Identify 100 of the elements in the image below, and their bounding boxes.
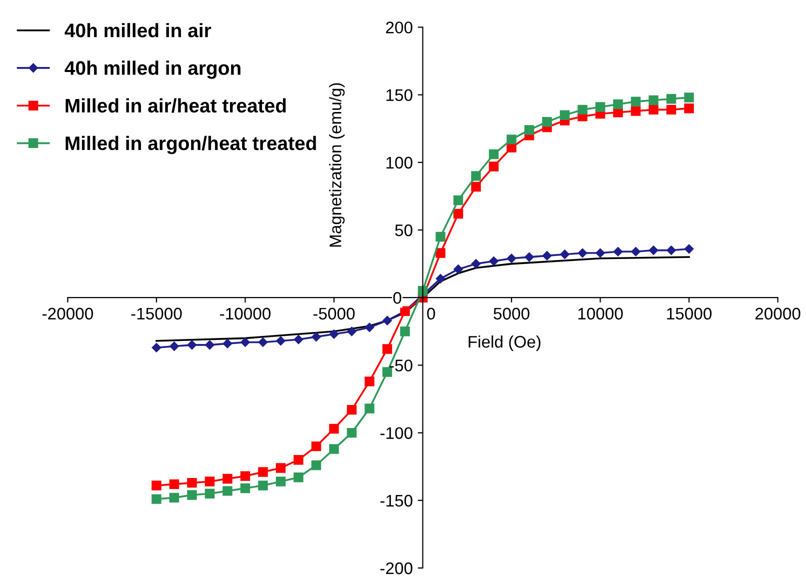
- point: [542, 251, 552, 260]
- x-tick-label: -20000: [42, 308, 94, 320]
- point: [453, 208, 464, 219]
- point: [204, 488, 215, 498]
- point: [276, 336, 286, 346]
- y-tick-label: 150: [386, 89, 412, 102]
- point: [240, 483, 250, 494]
- x-axis-title: Field (Oe): [468, 335, 540, 351]
- point: [560, 250, 570, 259]
- y-tick-label: -150: [380, 494, 412, 507]
- point: [684, 244, 694, 254]
- y-tick-label: -100: [380, 427, 412, 440]
- y-tick-label: 0: [393, 292, 402, 304]
- point: [187, 340, 197, 350]
- point: [578, 104, 588, 115]
- point: [294, 334, 304, 344]
- point: [329, 444, 339, 454]
- x-tick-label: -15000: [131, 308, 182, 320]
- point: [595, 102, 606, 112]
- point: [471, 182, 481, 192]
- point: [152, 494, 162, 504]
- point: [294, 472, 304, 482]
- point: [648, 104, 658, 115]
- point: [311, 460, 322, 470]
- point: [506, 134, 516, 144]
- x-tick-label: -10000: [220, 308, 271, 320]
- point: [170, 342, 179, 351]
- point: [578, 248, 588, 258]
- point: [489, 256, 498, 266]
- point: [346, 428, 357, 438]
- point: [684, 103, 694, 114]
- point: [596, 248, 605, 258]
- point: [488, 149, 499, 160]
- x-tick-label: 10000: [578, 308, 623, 320]
- point: [205, 340, 214, 350]
- point: [666, 94, 676, 104]
- y-tick-label: -200: [380, 562, 412, 574]
- point: [222, 486, 232, 496]
- point: [329, 329, 339, 339]
- point: [666, 104, 676, 115]
- point: [382, 316, 392, 326]
- point: [648, 246, 658, 255]
- point: [258, 480, 268, 490]
- point: [684, 92, 694, 102]
- point: [488, 162, 499, 172]
- point: [524, 125, 534, 135]
- point: [436, 232, 446, 242]
- point: [648, 95, 658, 106]
- point: [364, 376, 374, 386]
- point: [454, 264, 463, 274]
- point: [187, 478, 197, 488]
- x-tick-label: 0: [427, 308, 436, 320]
- point: [329, 424, 339, 434]
- point: [506, 254, 516, 264]
- point: [347, 326, 356, 336]
- point: [152, 343, 162, 352]
- point: [222, 474, 232, 484]
- y-axis-title: Magnetization (emu/g): [329, 83, 345, 247]
- point: [471, 171, 481, 181]
- legend-label: Milled in argon/heat treated: [66, 136, 316, 154]
- legend-label: Milled in air/heat treated: [66, 98, 286, 113]
- point: [258, 338, 268, 347]
- point: [631, 247, 640, 256]
- x-tick-label: -5000: [313, 308, 355, 320]
- point: [311, 441, 322, 452]
- point: [471, 259, 481, 268]
- point: [276, 463, 286, 473]
- x-tick-label: 20000: [755, 308, 800, 320]
- point: [630, 96, 641, 106]
- x-tick-label: 5000: [494, 308, 530, 320]
- point: [240, 471, 250, 481]
- point: [364, 404, 374, 414]
- point: [524, 252, 534, 262]
- y-tick-label: 100: [386, 156, 412, 169]
- point: [666, 246, 676, 255]
- point: [152, 480, 162, 490]
- point: [542, 116, 552, 127]
- point: [382, 344, 392, 354]
- point: [346, 404, 357, 415]
- point: [560, 110, 570, 120]
- point: [240, 338, 250, 347]
- point: [169, 492, 180, 503]
- point: [276, 476, 286, 486]
- point: [630, 106, 641, 116]
- point: [187, 490, 197, 500]
- point: [294, 454, 304, 465]
- point: [364, 322, 374, 332]
- point: [436, 274, 446, 284]
- point: [613, 99, 623, 110]
- x-tick-label: 15000: [667, 308, 712, 320]
- legend-label: 40h milled in argon: [64, 60, 240, 79]
- point: [204, 476, 215, 486]
- point: [436, 248, 446, 258]
- point: [258, 467, 268, 477]
- point: [169, 479, 180, 490]
- legend-label: 40h milled in air: [64, 23, 212, 38]
- point: [400, 326, 410, 336]
- point: [453, 195, 464, 206]
- point: [613, 247, 623, 256]
- y-tick-label: 200: [386, 22, 412, 34]
